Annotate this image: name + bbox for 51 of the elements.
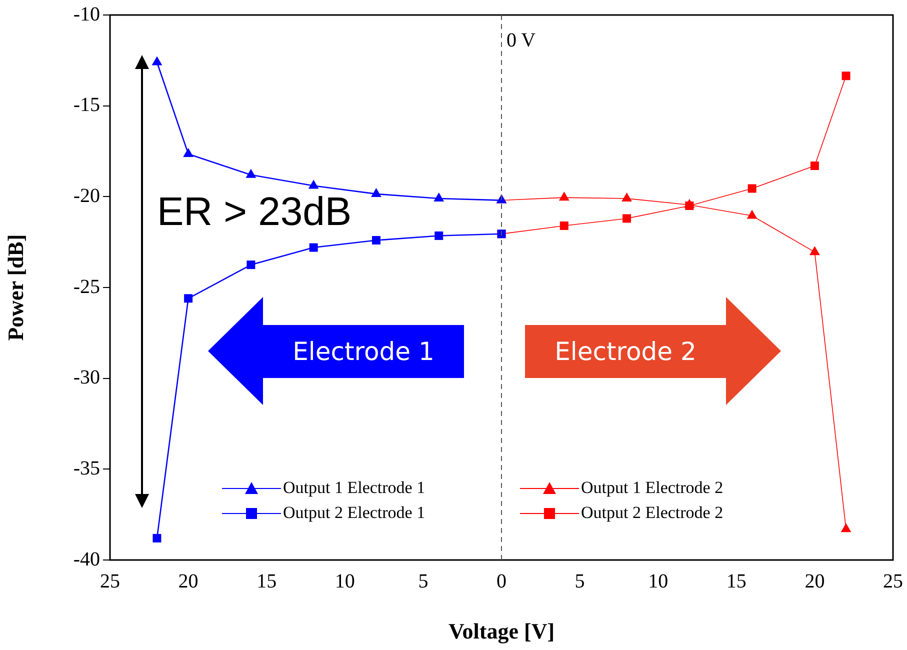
ref-line-label: 0 V xyxy=(506,29,536,52)
point xyxy=(246,260,256,270)
legend-label: Output 1 Electrode 2 xyxy=(581,478,724,498)
x-tick-label: 5 xyxy=(574,570,585,592)
point xyxy=(371,188,382,197)
point xyxy=(810,162,819,170)
point xyxy=(308,180,319,189)
y-tick-label: -30 xyxy=(73,366,100,389)
y-tick-label: -20 xyxy=(73,184,100,207)
y-tick-label: -10 xyxy=(73,3,100,26)
annotation: Electrode 2 xyxy=(554,336,698,368)
point xyxy=(684,198,695,208)
point xyxy=(184,294,193,303)
point xyxy=(560,221,568,230)
x-tick-label: 10 xyxy=(648,570,668,592)
point xyxy=(840,523,852,532)
x-axis-title: Voltage [V] xyxy=(448,618,555,644)
point xyxy=(622,214,632,223)
y-tick-label: -35 xyxy=(73,457,100,480)
point xyxy=(434,192,444,202)
legend-label: Output 1 Electrode 1 xyxy=(283,478,426,498)
annotation: Electrode 1 xyxy=(292,336,436,368)
y-axis-title: Power [dB] xyxy=(2,234,28,341)
point xyxy=(183,148,194,157)
point xyxy=(748,184,756,193)
x-tick-label: 20 xyxy=(804,570,825,592)
y-tick-label: -25 xyxy=(73,276,100,298)
point xyxy=(372,236,380,245)
legend-label: Output 2 Electrode 1 xyxy=(283,503,426,523)
annotation: ER > 23dB xyxy=(157,190,352,235)
y-tick-label: -40 xyxy=(73,548,100,570)
x-tick-label: 25 xyxy=(100,570,120,592)
point xyxy=(152,534,162,542)
point xyxy=(309,243,318,252)
point xyxy=(746,210,758,219)
x-tick-label: 25 xyxy=(883,570,903,592)
legend-label: Output 2 Electrode 2 xyxy=(581,503,724,523)
point xyxy=(152,56,162,66)
point xyxy=(622,192,632,202)
x-tick-label: 10 xyxy=(334,570,355,592)
point xyxy=(434,231,444,240)
point xyxy=(810,246,820,256)
point xyxy=(246,168,256,178)
x-tick-label: 5 xyxy=(418,570,428,592)
x-tick-label: 15 xyxy=(256,570,277,592)
point xyxy=(558,192,570,201)
point xyxy=(842,72,850,80)
x-tick-label: 0 xyxy=(496,570,506,592)
x-tick-label: 20 xyxy=(178,570,198,592)
x-tick-label: 15 xyxy=(726,570,746,592)
y-tick-label: -15 xyxy=(73,94,100,116)
